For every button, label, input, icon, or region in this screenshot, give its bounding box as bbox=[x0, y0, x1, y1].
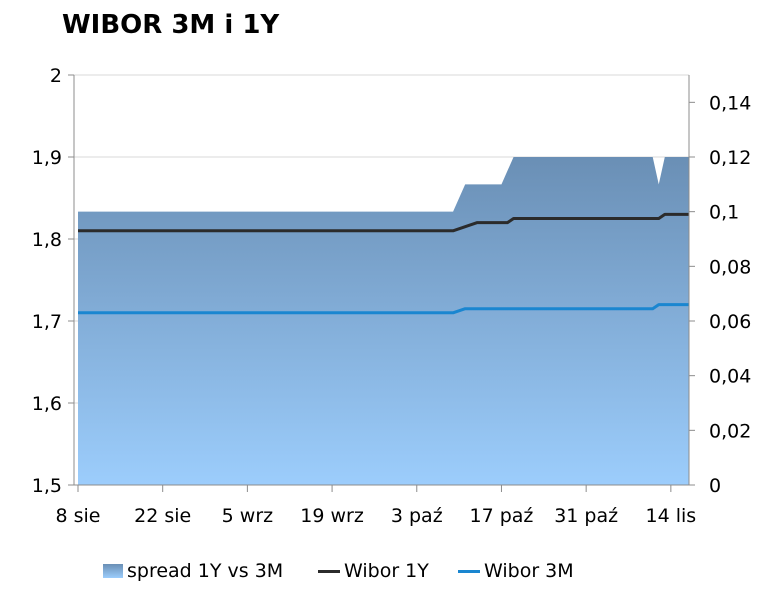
x-tick-label: 8 sie bbox=[56, 505, 101, 527]
right-axis-ticks: 0 0,02 0,04 0,06 0,08 0,1 0,12 0,14 bbox=[709, 92, 751, 497]
left-tick-label: 1,8 bbox=[32, 229, 62, 251]
right-tick-label: 0,04 bbox=[709, 366, 751, 388]
right-tick-label: 0,12 bbox=[709, 147, 751, 169]
left-tick-label: 1,6 bbox=[32, 393, 62, 415]
left-tick-label: 1,5 bbox=[32, 475, 62, 497]
x-tick-label: 5 wrz bbox=[222, 505, 273, 527]
legend-swatch-wibor-1y bbox=[318, 569, 340, 573]
legend-swatch-spread bbox=[103, 564, 123, 578]
line-layer bbox=[78, 212, 689, 315]
x-tick-label: 22 sie bbox=[134, 505, 191, 527]
legend-item-spread: spread 1Y vs 3M bbox=[103, 560, 283, 582]
legend-swatch-wibor-3m bbox=[458, 569, 480, 573]
x-tick-label: 31 paź bbox=[554, 505, 618, 527]
right-tick-label: 0,02 bbox=[709, 420, 751, 442]
right-tick-label: 0 bbox=[709, 475, 721, 497]
right-tick-label: 0,06 bbox=[709, 311, 751, 333]
area-layer bbox=[78, 157, 689, 485]
left-axis-ticks: 1,5 1,6 1,7 1,8 1,9 2 bbox=[32, 65, 62, 497]
axes bbox=[68, 74, 695, 492]
x-tick-label: 3 paź bbox=[391, 505, 443, 527]
legend-label-spread: spread 1Y vs 3M bbox=[127, 560, 284, 582]
right-tick-label: 0,08 bbox=[709, 256, 751, 278]
chart-title: WIBOR 3M i 1Y bbox=[62, 10, 280, 40]
right-tick-label: 0,14 bbox=[709, 92, 751, 114]
x-tick-label: 17 paź bbox=[470, 505, 534, 527]
legend-item-wibor-1y: Wibor 1Y bbox=[318, 560, 429, 582]
legend-label-wibor-3m: Wibor 3M bbox=[484, 560, 574, 582]
left-tick-label: 2 bbox=[50, 65, 62, 87]
chart: 1,5 1,6 1,7 1,8 1,9 2 0 0,02 0,04 0,06 0,08 0,1 0,1… bbox=[32, 65, 752, 527]
x-tick-label: 19 wrz bbox=[300, 505, 364, 527]
series-area-spread bbox=[78, 157, 689, 485]
left-tick-label: 1,9 bbox=[32, 147, 62, 169]
x-tick-label: 14 lis bbox=[646, 505, 697, 527]
legend: spread 1Y vs 3M Wibor 1Y Wibor 3M bbox=[0, 560, 776, 590]
right-tick-label: 0,1 bbox=[709, 202, 739, 224]
legend-label-wibor-1y: Wibor 1Y bbox=[344, 560, 429, 582]
series-line-wibor-3m bbox=[78, 303, 689, 315]
legend-item-wibor-3m: Wibor 3M bbox=[458, 560, 574, 582]
x-axis-ticks: 8 sie 22 sie 5 wrz 19 wrz 3 paź 17 paź 31 paź 1… bbox=[56, 505, 697, 527]
series-line-wibor-1y bbox=[78, 212, 689, 233]
left-tick-label: 1,7 bbox=[32, 311, 62, 333]
